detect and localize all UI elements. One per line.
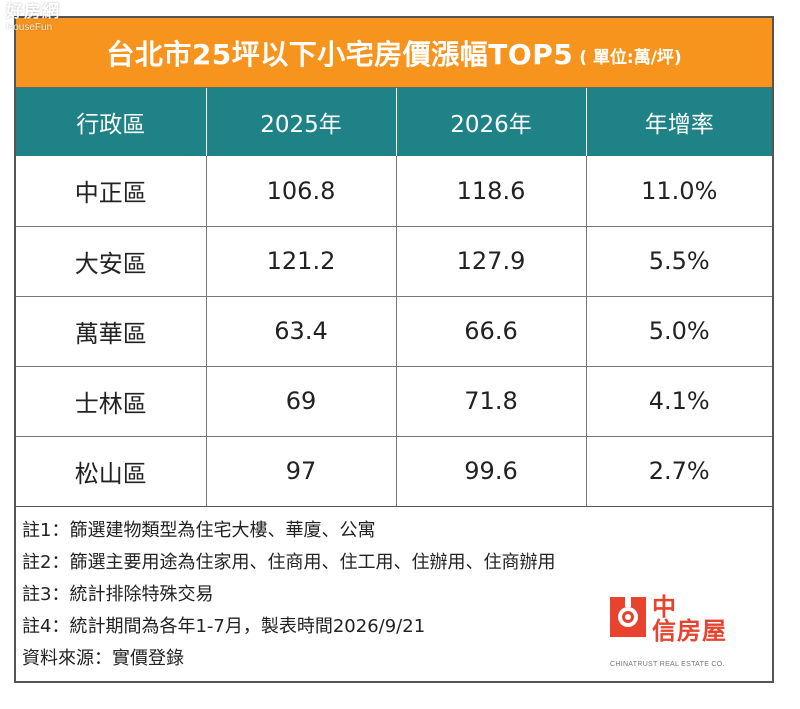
cell-2025: 121.2: [206, 226, 397, 297]
cell-2026: 127.9: [396, 226, 587, 297]
table-row: 大安區 121.2 127.9 5.5%: [16, 226, 772, 297]
note-4: 註4：統計期間為各年1-7月，製表時間2026/9/21: [22, 615, 426, 637]
watermark-en-text: HouseFun: [6, 22, 53, 33]
chinatrust-mark-icon: [610, 596, 646, 637]
notes-section: 註1：篩選建物類型為住宅大樓、華廈、公寓 註2：篩選主要用途為住家用、住商用、住…: [16, 507, 772, 675]
logo-cn-line1: 中: [652, 592, 676, 621]
table-row: 萬華區 63.4 66.6 5.0%: [16, 296, 772, 367]
logo-cn-line2: 信房屋: [652, 616, 727, 645]
cell-growth: 2.7%: [586, 436, 772, 507]
column-header-2025: 2025年: [206, 88, 397, 156]
unit-label: ( 單位:萬/坪): [579, 48, 682, 68]
price-table: 行政區 2025年 2026年 年增率 中正區 106.8 118.6 11.0…: [16, 88, 772, 507]
logo-en-text: CHINATRUST REAL ESTATE CO.: [610, 660, 725, 668]
cell-district: 中正區: [16, 156, 207, 227]
chinatrust-logo: 中 信房屋 CHINATRUST REAL ESTATE CO.: [610, 592, 750, 668]
note-1: 註1：篩選建物類型為住宅大樓、華廈、公寓: [22, 519, 376, 541]
cell-2026: 99.6: [396, 436, 587, 507]
table-row: 士林區 69 71.8 4.1%: [16, 366, 772, 437]
table-row: 中正區 106.8 118.6 11.0%: [16, 156, 772, 227]
cell-2025: 97: [206, 436, 397, 507]
cell-district: 大安區: [16, 226, 207, 297]
column-header-2026: 2026年: [396, 88, 587, 156]
cell-2025: 69: [206, 366, 397, 437]
cell-2025: 106.8: [206, 156, 397, 227]
cell-district: 萬華區: [16, 296, 207, 367]
title-bar: 台北市25坪以下小宅房價漲幅TOP5 ( 單位:萬/坪): [16, 18, 772, 88]
cell-district: 士林區: [16, 366, 207, 437]
note-3: 註3：統計排除特殊交易: [22, 583, 214, 605]
cell-district: 松山區: [16, 436, 207, 507]
column-header-district: 行政區: [16, 88, 207, 156]
cell-2026: 71.8: [396, 366, 587, 437]
cell-2025: 63.4: [206, 296, 397, 367]
watermark-cn-text: 好房網: [6, 2, 60, 22]
cell-growth: 5.5%: [586, 226, 772, 297]
cell-2026: 66.6: [396, 296, 587, 367]
table-header-row: 行政區 2025年 2026年 年增率: [16, 88, 772, 156]
watermark-logo: 好房網 HouseFun: [6, 4, 86, 44]
cell-growth: 4.1%: [586, 366, 772, 437]
column-header-growth: 年增率: [586, 88, 772, 156]
note-2: 註2：篩選主要用途為住家用、住商用、住工用、住辦用、住商辦用: [22, 551, 556, 573]
data-source: 資料來源：實價登錄: [22, 647, 184, 669]
table-row: 松山區 97 99.6 2.7%: [16, 436, 772, 507]
cell-growth: 5.0%: [586, 296, 772, 367]
cell-growth: 11.0%: [586, 156, 772, 227]
cell-2026: 118.6: [396, 156, 587, 227]
page-title: 台北市25坪以下小宅房價漲幅TOP5: [106, 37, 574, 71]
price-table-card: 台北市25坪以下小宅房價漲幅TOP5 ( 單位:萬/坪) 行政區 2025年 2…: [14, 16, 774, 683]
